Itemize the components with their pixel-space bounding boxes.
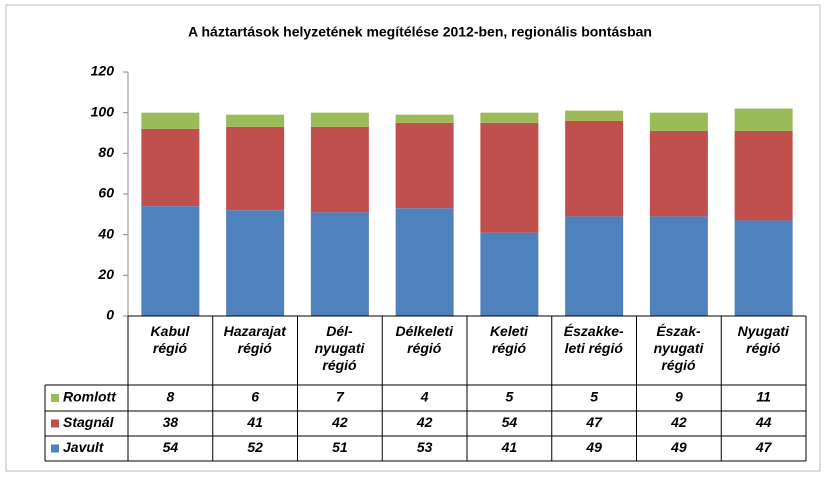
bar [310, 112, 369, 127]
bar [480, 232, 539, 316]
bar [649, 216, 708, 316]
chart-title: A háztartások helyzetének megítélése 201… [188, 24, 652, 40]
y-tick-label: 40 [97, 225, 114, 241]
legend-swatch [51, 444, 59, 453]
table-value: 38 [163, 414, 179, 430]
table-value: 51 [332, 439, 348, 455]
legend-swatch [51, 394, 59, 402]
table-value: 41 [501, 439, 518, 455]
bar [480, 112, 539, 123]
bar [565, 120, 624, 217]
y-tick-label: 0 [106, 307, 114, 323]
y-tick-label: 60 [98, 185, 114, 201]
bar [141, 206, 200, 316]
table-value: 7 [336, 389, 345, 405]
table-value: 41 [246, 414, 263, 430]
table-value: 42 [416, 414, 433, 430]
table-value: 5 [505, 389, 513, 405]
bar [226, 126, 285, 211]
bar [310, 212, 369, 316]
bar [395, 208, 454, 316]
table-value: 54 [163, 439, 179, 455]
legend-swatch [51, 419, 59, 428]
table-value: 47 [755, 439, 773, 455]
y-tick-label: 80 [98, 144, 114, 160]
bar [649, 130, 708, 217]
table-value: 52 [247, 439, 263, 455]
bar [226, 210, 285, 316]
table-value: 4 [420, 389, 429, 405]
x-tick-label: Hazarajat régió [223, 323, 286, 356]
x-tick-label: Délkeleti régió [395, 323, 454, 356]
table-value: 49 [670, 439, 687, 455]
x-tick-label: Dél- nyugati régió [314, 323, 365, 373]
legend-label: Javult [63, 439, 105, 455]
table-value: 53 [417, 439, 433, 455]
x-tick-label: Keleti régió [489, 323, 529, 356]
table-value: 42 [331, 414, 348, 430]
x-tick-label: Észak- nyugati régió [653, 323, 704, 373]
table-value: 54 [502, 414, 518, 430]
x-tick-label: Nyugati régió [737, 323, 789, 356]
y-tick-label: 120 [91, 63, 115, 79]
table-value: 9 [675, 389, 683, 405]
table-value: 42 [670, 414, 687, 430]
bar [226, 114, 285, 127]
table-value: 49 [585, 439, 602, 455]
table-value: 6 [251, 389, 259, 405]
legend-label: Romlott [63, 389, 117, 405]
table-value: 47 [585, 414, 603, 430]
bar [310, 126, 369, 213]
y-tick-label: 100 [91, 103, 115, 119]
bar [480, 122, 539, 233]
x-tick-label: Északke- leti régió [563, 323, 624, 356]
bar [565, 110, 624, 121]
bar [734, 130, 793, 221]
frame [5, 4, 821, 472]
table-value: 5 [590, 389, 598, 405]
bar [565, 216, 624, 316]
bar [395, 114, 454, 123]
bar [395, 122, 454, 209]
table-value: 44 [755, 414, 772, 430]
bar [734, 108, 793, 131]
bar [141, 112, 200, 129]
table-value: 8 [166, 389, 174, 405]
bar [734, 220, 793, 316]
bar [141, 128, 200, 207]
bar [649, 112, 708, 131]
table-value: 11 [756, 389, 771, 405]
legend-label: Stagnál [63, 414, 115, 430]
x-tick-label: Kabul régió [150, 323, 190, 356]
y-tick-label: 20 [97, 266, 114, 282]
